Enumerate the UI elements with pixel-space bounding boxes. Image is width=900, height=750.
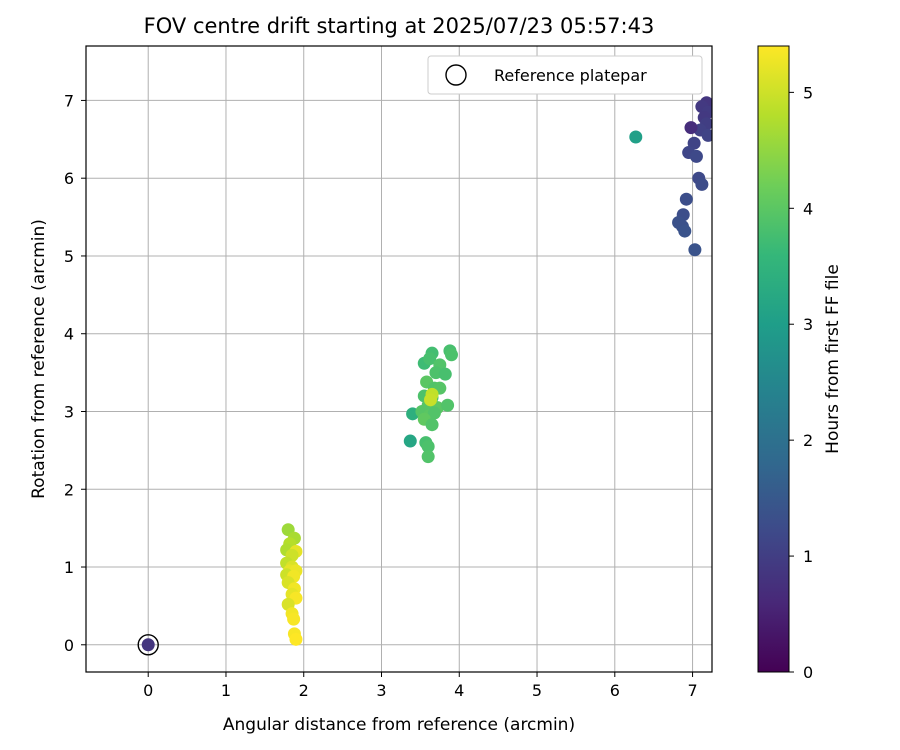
y-tick-label: 4 bbox=[64, 325, 74, 344]
data-point bbox=[403, 434, 417, 448]
data-point bbox=[678, 224, 692, 238]
colorbar-tick-label: 3 bbox=[803, 315, 813, 334]
plot-frame bbox=[85, 45, 713, 673]
x-axis-label: Angular distance from reference (arcmin) bbox=[223, 715, 575, 735]
y-tick-label: 7 bbox=[64, 91, 74, 110]
data-point bbox=[441, 398, 455, 412]
y-axis-ticks: 0 1 2 3 4 5 6 7 bbox=[64, 91, 86, 655]
legend: Reference platepar bbox=[427, 55, 703, 95]
colorbar-label: Hours from first FF file bbox=[823, 264, 843, 454]
x-tick-label: 5 bbox=[532, 681, 542, 700]
data-point bbox=[289, 632, 303, 646]
data-point bbox=[438, 367, 452, 381]
data-point bbox=[425, 418, 439, 432]
x-tick-label: 7 bbox=[687, 681, 697, 700]
data-point bbox=[684, 121, 698, 135]
y-tick-label: 2 bbox=[64, 480, 74, 499]
x-axis-ticks: 0 1 2 3 4 5 6 7 bbox=[143, 672, 698, 700]
reference-ring bbox=[137, 634, 159, 656]
y-tick-label: 1 bbox=[64, 558, 74, 577]
x-tick-label: 0 bbox=[143, 681, 153, 700]
data-point bbox=[287, 612, 301, 626]
x-tick-label: 1 bbox=[221, 681, 231, 700]
y-tick-label: 3 bbox=[64, 402, 74, 421]
data-points bbox=[280, 96, 712, 646]
x-tick-label: 2 bbox=[299, 681, 309, 700]
reference-data-point bbox=[141, 638, 155, 652]
data-point bbox=[421, 450, 435, 464]
colorbar bbox=[757, 45, 790, 673]
data-point bbox=[427, 406, 441, 420]
data-point bbox=[423, 352, 437, 366]
data-point bbox=[688, 243, 702, 257]
data-point bbox=[421, 439, 435, 453]
chart-title: FOV centre drift starting at 2025/07/23 … bbox=[144, 14, 655, 38]
colorbar-tick-label: 5 bbox=[803, 83, 813, 102]
legend-reference-marker bbox=[445, 64, 467, 86]
colorbar-tick-label: 4 bbox=[803, 199, 813, 218]
colorbar-tick-label: 0 bbox=[803, 663, 813, 682]
data-point bbox=[701, 128, 712, 142]
colorbar-tick-label: 1 bbox=[803, 547, 813, 566]
x-tick-label: 4 bbox=[454, 681, 464, 700]
colorbar-tick-label: 2 bbox=[803, 431, 813, 450]
data-point bbox=[629, 130, 643, 144]
y-tick-label: 5 bbox=[64, 247, 74, 266]
data-point bbox=[444, 348, 458, 362]
data-point bbox=[423, 393, 437, 407]
y-tick-label: 6 bbox=[64, 169, 74, 188]
legend-entry-reference-platepar: Reference platepar bbox=[494, 66, 647, 85]
y-tick-label: 0 bbox=[64, 636, 74, 655]
x-tick-label: 3 bbox=[376, 681, 386, 700]
data-point bbox=[679, 192, 693, 206]
reference-platepar-marker bbox=[137, 634, 159, 656]
colorbar-ticks: 0 1 2 3 4 5 bbox=[789, 83, 813, 682]
legend-box bbox=[427, 55, 703, 95]
data-point bbox=[695, 177, 709, 191]
grid-lines bbox=[86, 46, 712, 672]
data-point bbox=[689, 149, 703, 163]
y-axis-label: Rotation from reference (arcmin) bbox=[29, 219, 49, 499]
x-tick-label: 6 bbox=[610, 681, 620, 700]
